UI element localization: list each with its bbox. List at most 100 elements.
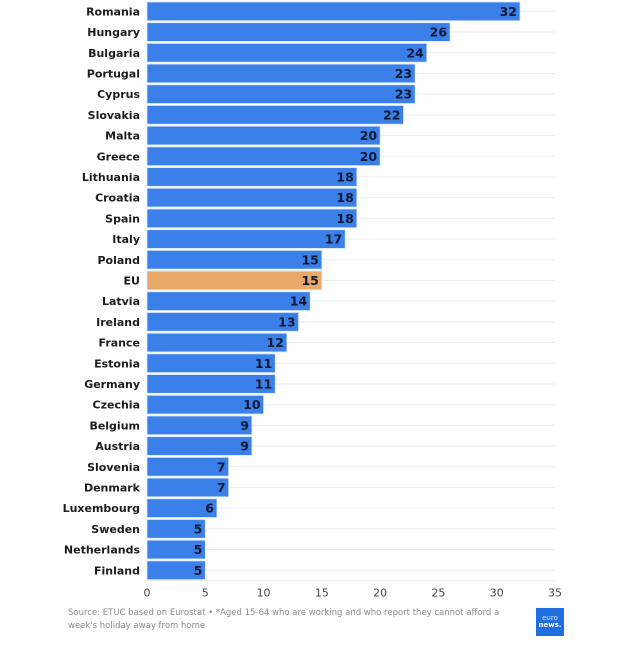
category-label: Slovenia (87, 461, 140, 474)
bar-ireland (146, 312, 299, 332)
category-label: Latvia (102, 295, 140, 308)
value-label: 15 (301, 252, 318, 267)
value-label: 11 (255, 356, 272, 371)
category-label: Hungary (87, 26, 140, 39)
logo-bottom-text: news. (538, 621, 562, 629)
value-label: 18 (336, 190, 353, 205)
x-axis-ticks: 0 5 10 15 20 25 30 35 (144, 587, 563, 600)
bar-austria (146, 436, 253, 456)
category-label: Finland (94, 564, 140, 577)
bar-sweden (146, 519, 206, 539)
value-label: 15 (301, 273, 318, 288)
bar-spain (146, 208, 358, 229)
bar-finland (146, 560, 206, 581)
x-tick-label: 35 (548, 587, 562, 600)
bar-cyprus (146, 84, 416, 104)
value-label: 11 (255, 376, 272, 391)
value-label: 6 (205, 501, 214, 516)
value-label: 32 (500, 4, 517, 19)
value-label: 18 (336, 169, 353, 184)
bar-portugal (146, 63, 416, 84)
category-label: Poland (97, 254, 140, 267)
value-label: 17 (325, 232, 342, 247)
bar-chart: Romania Hungary Bulgaria Portugal Cyprus Slov… (63, 1, 563, 600)
category-label: Portugal (87, 67, 140, 80)
category-labels: Romania Hungary Bulgaria Portugal Cyprus Slov… (63, 5, 141, 577)
bar-slovakia (146, 105, 404, 125)
bar-hungary (146, 22, 451, 42)
x-tick-label: 10 (257, 587, 271, 600)
category-label: Lithuania (82, 171, 140, 184)
bar-slovenia (146, 456, 229, 477)
value-label: 5 (194, 542, 203, 557)
category-label: Bulgaria (88, 47, 140, 60)
value-label: 13 (278, 314, 295, 329)
value-label: 10 (243, 397, 261, 412)
value-label: 20 (360, 128, 378, 143)
category-label: Slovakia (88, 109, 140, 122)
bar-croatia (146, 187, 358, 208)
value-label: 22 (383, 107, 400, 122)
category-label: Italy (112, 233, 140, 246)
x-tick-label: 5 (202, 587, 209, 600)
value-label: 23 (395, 87, 412, 102)
category-label: Croatia (95, 192, 140, 205)
category-label: EU (124, 274, 140, 287)
value-label: 23 (395, 66, 412, 81)
bar-greece (146, 146, 381, 166)
value-label: 9 (240, 439, 249, 454)
bar-highlight-eu (146, 270, 323, 291)
bar-lithuania (146, 167, 358, 187)
value-label: 26 (430, 25, 448, 40)
x-tick-label: 25 (431, 587, 445, 600)
category-label: Ireland (96, 316, 140, 329)
bar-malta (146, 125, 381, 146)
value-label: 5 (194, 563, 203, 578)
bar-romania (146, 1, 521, 22)
value-label: 9 (240, 418, 249, 433)
bar-latvia (146, 291, 311, 311)
value-label: 7 (217, 480, 226, 495)
source-note: Source: ETUC based on Eurostat • *Aged 1… (68, 608, 500, 631)
x-tick-label: 30 (490, 587, 504, 600)
category-label: Belgium (89, 419, 140, 432)
value-label: 24 (406, 45, 424, 60)
bar-netherlands (146, 539, 206, 560)
bar-poland (146, 249, 323, 270)
category-label: France (99, 337, 140, 350)
bar-italy (146, 229, 346, 249)
category-label: Sweden (91, 523, 140, 536)
bar-bulgaria (146, 43, 428, 63)
x-tick-label: 15 (315, 587, 329, 600)
bar-france (146, 332, 288, 353)
bar-estonia (146, 353, 276, 373)
category-label: Greece (97, 150, 140, 163)
bar-denmark (146, 477, 229, 498)
category-label: Czechia (93, 399, 140, 412)
category-label: Estonia (94, 357, 140, 370)
value-label: 18 (336, 211, 353, 226)
value-label: 7 (217, 459, 226, 474)
bar-czechia (146, 394, 264, 415)
value-label: 5 (194, 521, 203, 536)
category-label: Luxembourg (63, 502, 140, 515)
category-label: Cyprus (97, 88, 140, 101)
x-tick-label: 20 (373, 587, 387, 600)
x-tick-label: 0 (144, 587, 151, 600)
category-label: Germany (84, 378, 140, 391)
bars (146, 1, 521, 581)
value-label: 20 (360, 149, 378, 164)
category-label: Malta (105, 130, 140, 143)
value-label: 12 (266, 335, 283, 350)
category-label: Romania (86, 5, 140, 18)
category-label: Netherlands (64, 544, 141, 557)
value-labels: 32 26 24 23 23 22 20 20 18 18 18 17 15 15 14 13 12 11 11 10… (194, 4, 517, 578)
bar-luxembourg (146, 498, 218, 518)
bar-belgium (146, 415, 253, 436)
value-label: 14 (290, 294, 308, 309)
euronews-logo: euro news. (536, 608, 564, 636)
category-label: Denmark (84, 481, 141, 494)
category-label: Austria (95, 440, 140, 453)
logo-top-text: euro (542, 614, 558, 622)
bar-germany (146, 374, 276, 394)
